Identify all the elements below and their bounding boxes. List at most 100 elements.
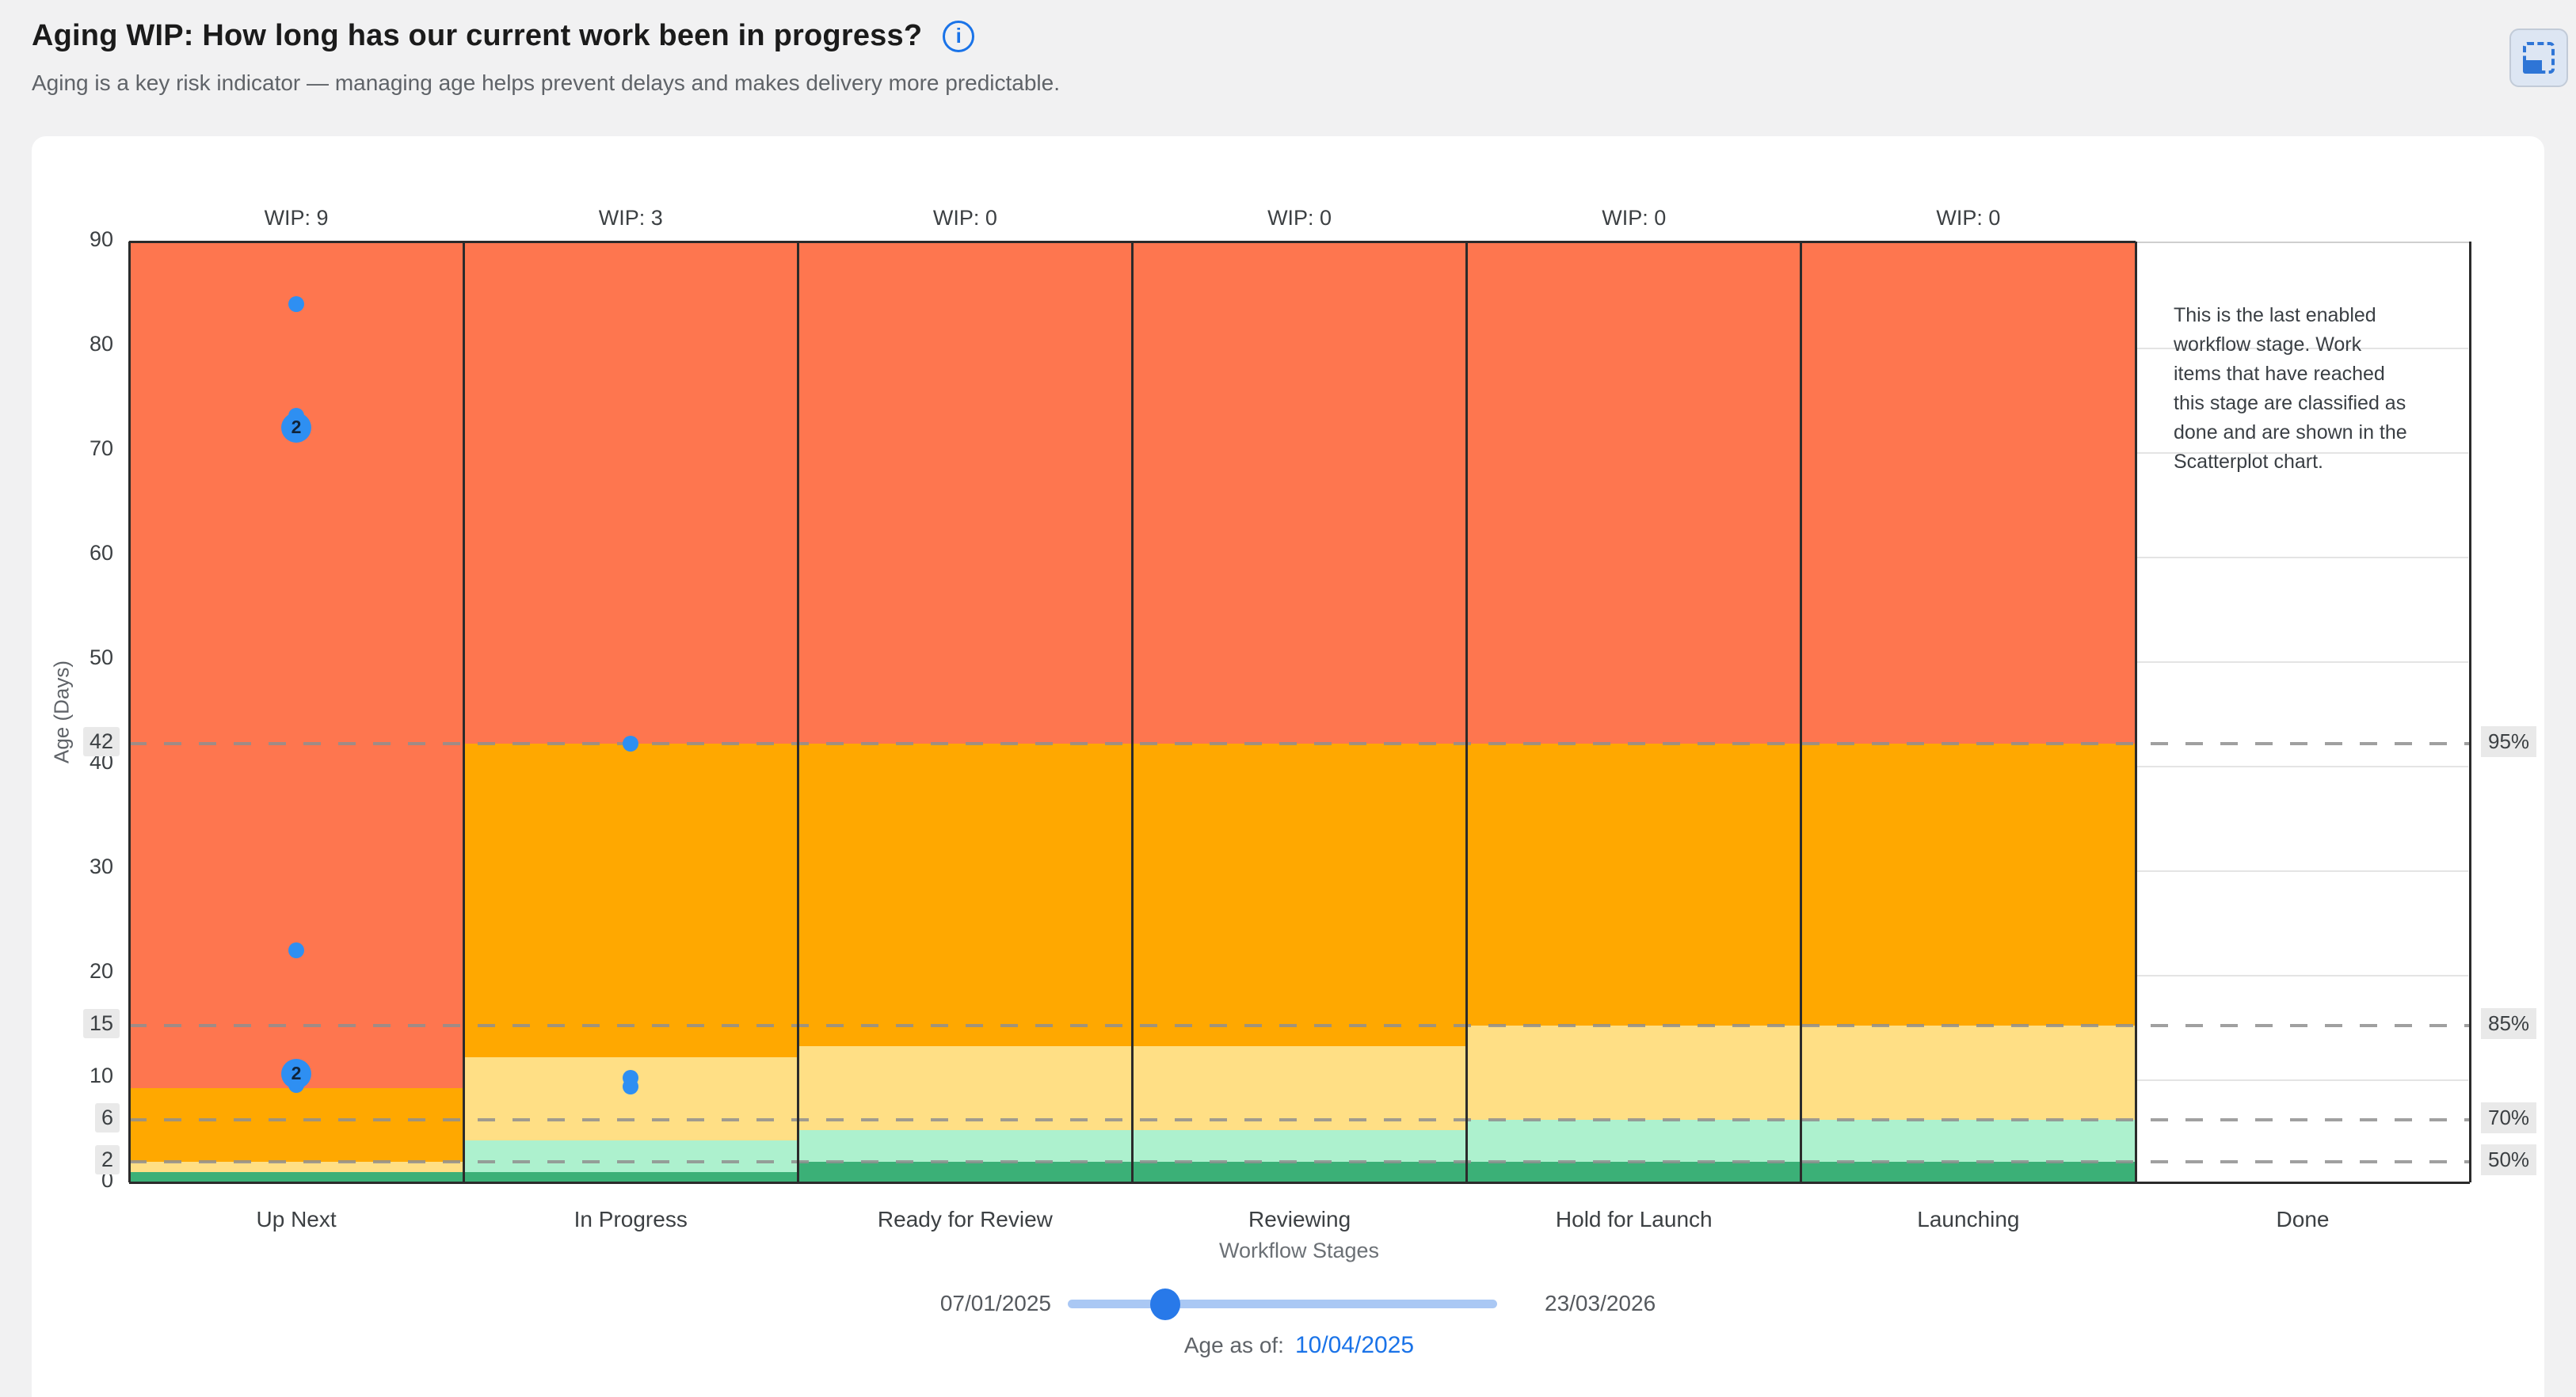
- x-axis-stage-label: Launching: [1917, 1207, 2020, 1231]
- x-axis-stage-label: Up Next: [256, 1207, 337, 1231]
- column-border: [796, 242, 799, 1182]
- gridline: [2137, 452, 2468, 454]
- band-orange: [798, 743, 1133, 1047]
- page-header: Aging WIP: How long has our current work…: [32, 19, 1060, 96]
- y-axis-tick-60: 60: [32, 539, 120, 568]
- work-item-cluster[interactable]: 2: [281, 1058, 312, 1089]
- info-circle-icon[interactable]: i: [943, 20, 975, 52]
- y-tick-value: 70: [89, 436, 113, 460]
- y-tick-value: 10: [89, 1064, 113, 1087]
- band-red: [129, 242, 464, 1089]
- plot-top-border: [129, 240, 2136, 243]
- x-axis-stage-label: Hold for Launch: [1555, 1207, 1713, 1231]
- page-title: Aging WIP: How long has our current work…: [32, 19, 923, 52]
- column-border: [1465, 242, 1469, 1182]
- band-mint: [798, 1130, 1133, 1162]
- y-axis-tick-70: 70: [32, 434, 120, 463]
- band-yellow: [1466, 1026, 1801, 1120]
- band-green: [798, 1161, 1133, 1182]
- x-axis-title: Workflow Stages: [1218, 1239, 1380, 1262]
- percentile-line-70%: [129, 1117, 2470, 1121]
- work-item-dot[interactable]: [623, 1078, 639, 1094]
- band-green: [1801, 1161, 2136, 1182]
- percentile-label: 85%: [2481, 1008, 2537, 1039]
- wip-count-label: WIP: 0: [1602, 206, 1667, 230]
- band-red: [1801, 242, 2136, 744]
- wip-count-label: WIP: 0: [1936, 206, 2001, 230]
- y-axis-tick-6: 6: [32, 1102, 120, 1132]
- date-slider: 07/01/2025 23/03/2026: [32, 1286, 2544, 1321]
- band-orange: [1801, 743, 2136, 1026]
- page-subtitle: Aging is a key risk indicator — managing…: [32, 70, 1061, 95]
- band-orange: [1132, 743, 1467, 1047]
- stage-column-hold-for-launch: [1466, 242, 1801, 1182]
- band-mint: [1466, 1119, 1801, 1162]
- y-tick-value-highlighted: 42: [82, 726, 120, 756]
- band-mint: [1132, 1130, 1467, 1162]
- selection-box-icon: [2523, 42, 2555, 74]
- work-item-dot[interactable]: [623, 735, 639, 752]
- wip-count-label: WIP: 9: [264, 206, 329, 230]
- percentile-line-95%: [129, 741, 2470, 745]
- date-slider-handle[interactable]: [1150, 1289, 1181, 1320]
- stage-column-up-next: [129, 242, 464, 1182]
- band-green: [129, 1171, 464, 1182]
- aging-wip-chart: This is the last enabled workflow stage.…: [32, 136, 2544, 1397]
- y-tick-value: 60: [89, 541, 113, 565]
- work-item-dot[interactable]: [288, 942, 305, 958]
- y-tick-value: 30: [89, 855, 113, 878]
- band-mint: [1801, 1119, 2136, 1162]
- slider-end-date: 23/03/2026: [1545, 1291, 1656, 1315]
- x-axis-line: [129, 1181, 2470, 1184]
- x-axis-stage-label: Done: [2276, 1207, 2330, 1231]
- y-axis-tick-2: 2: [32, 1144, 120, 1174]
- gridline: [2137, 348, 2468, 349]
- percentile-label: 50%: [2481, 1144, 2537, 1175]
- work-item-cluster[interactable]: 2: [281, 412, 312, 443]
- slider-start-date: 07/01/2025: [939, 1291, 1051, 1315]
- age-as-of-label: Age as of:: [1183, 1333, 1284, 1357]
- band-green: [1466, 1161, 1801, 1182]
- y-axis-tick-20: 20: [32, 957, 120, 986]
- y-tick-value-highlighted: 2: [94, 1144, 120, 1174]
- x-axis-stage-label: Ready for Review: [877, 1207, 1053, 1231]
- done-stage-note: This is the last enabled workflow stage.…: [2174, 304, 2407, 473]
- y-axis-tick-50: 50: [32, 643, 120, 672]
- y-tick-value: 50: [89, 645, 113, 669]
- band-yellow: [1132, 1046, 1467, 1130]
- y-tick-value: 20: [89, 959, 113, 983]
- band-yellow: [1801, 1026, 2136, 1120]
- band-yellow: [129, 1161, 464, 1172]
- x-axis-stage-label: Reviewing: [1248, 1207, 1351, 1231]
- expand-selection-button[interactable]: [2509, 29, 2568, 87]
- stage-column-ready-for-review: [798, 242, 1133, 1182]
- y-axis-tick-90: 90: [32, 225, 120, 254]
- work-item-dot[interactable]: [288, 296, 305, 313]
- stage-column-launching: [1801, 242, 2136, 1182]
- column-border: [128, 242, 131, 1182]
- x-axis-stage-label: In Progress: [574, 1207, 688, 1231]
- column-border: [462, 242, 465, 1182]
- band-yellow: [798, 1046, 1133, 1130]
- y-axis-tick-10: 10: [32, 1061, 120, 1091]
- gridline: [2137, 557, 2468, 558]
- column-border: [2134, 242, 2137, 1182]
- stage-column-reviewing: [1132, 242, 1467, 1182]
- band-red: [1466, 242, 1801, 744]
- y-axis-tick-42: 42: [32, 726, 120, 756]
- column-border: [1800, 242, 1803, 1182]
- gridline: [2137, 975, 2468, 976]
- band-red: [463, 242, 798, 744]
- percentile-line-85%: [129, 1024, 2470, 1027]
- age-as-of-date[interactable]: 10/04/2025: [1294, 1332, 1415, 1358]
- gridline: [2137, 870, 2468, 872]
- percentile-label: 95%: [2481, 725, 2537, 757]
- y-axis-tick-80: 80: [32, 329, 120, 359]
- chart-card: This is the last enabled workflow stage.…: [32, 136, 2544, 1397]
- band-red: [1132, 242, 1467, 744]
- band-red: [798, 242, 1133, 744]
- y-tick-value-highlighted: 15: [82, 1009, 120, 1038]
- gridline: [2137, 1079, 2468, 1081]
- wip-count-label: WIP: 0: [932, 206, 997, 230]
- date-slider-track[interactable]: [1068, 1289, 1497, 1320]
